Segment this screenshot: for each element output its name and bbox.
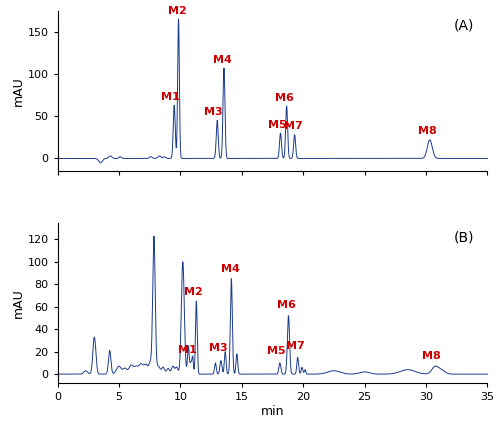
Text: M4: M4	[220, 264, 240, 274]
Text: M5: M5	[268, 346, 286, 356]
Text: M1: M1	[161, 92, 180, 102]
Text: M6: M6	[277, 300, 296, 310]
X-axis label: min: min	[261, 405, 284, 418]
Y-axis label: mAU: mAU	[12, 76, 24, 106]
Text: M5: M5	[268, 120, 286, 130]
Y-axis label: mAU: mAU	[12, 288, 24, 318]
Text: M1: M1	[178, 345, 197, 355]
Text: M6: M6	[276, 93, 294, 103]
Text: M7: M7	[284, 121, 303, 131]
Text: (A): (A)	[454, 19, 474, 32]
Text: M8: M8	[418, 126, 436, 136]
Text: M8: M8	[422, 351, 440, 361]
Text: M2: M2	[184, 287, 203, 297]
Text: (B): (B)	[454, 231, 474, 245]
Text: M3: M3	[209, 343, 228, 353]
Text: M7: M7	[286, 341, 305, 351]
Text: M4: M4	[214, 55, 232, 64]
Text: M2: M2	[168, 5, 186, 16]
Text: M3: M3	[204, 107, 223, 117]
